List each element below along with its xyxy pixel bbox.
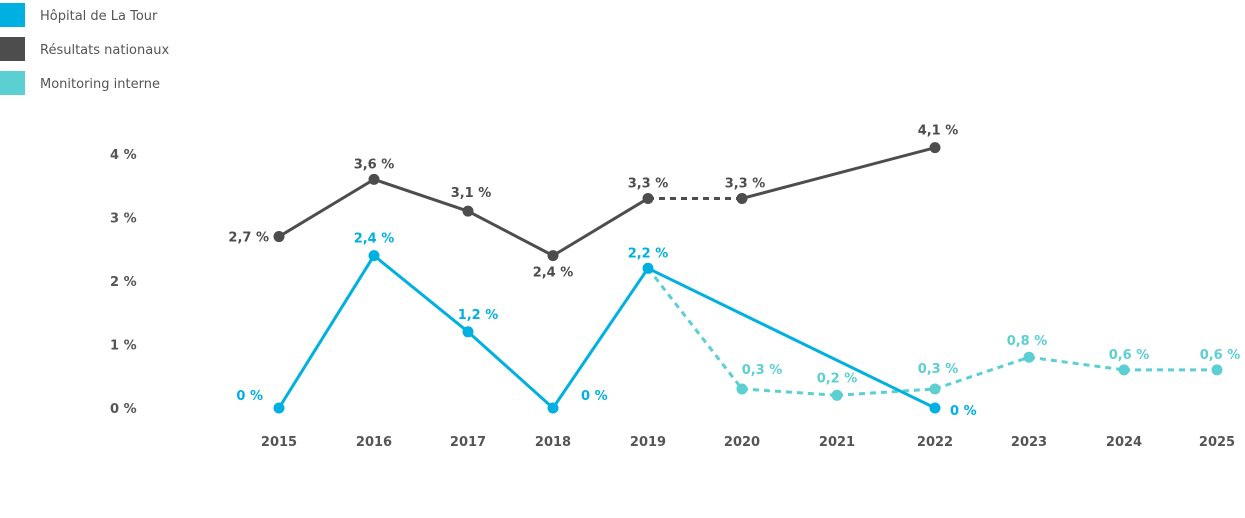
data-label-series-2: 0,6 % bbox=[1200, 348, 1241, 363]
series-0-point bbox=[462, 326, 474, 338]
data-label-series-2: 0,3 % bbox=[742, 363, 783, 378]
legend-label-1: Résultats nationaux bbox=[40, 43, 169, 58]
y-axis: 0 % 1 % 2 % 3 % 4 % bbox=[110, 148, 137, 417]
series-2-point bbox=[831, 389, 843, 401]
data-label-series-1: 2,4 % bbox=[533, 266, 574, 281]
x-tick-label: 2018 bbox=[535, 435, 571, 450]
legend-swatch-2 bbox=[0, 71, 25, 95]
series-1-segment bbox=[278, 178, 375, 238]
data-label-series-2: 0,8 % bbox=[1007, 334, 1048, 349]
data-label-series-1: 2,7 % bbox=[228, 231, 269, 246]
data-label-series-2: 0,2 % bbox=[817, 371, 858, 386]
data-labels: 0 % 2,4 % 1,2 % 0 % 2,2 % 0 % 2,7 % 3,6 % 3,1 % 2… bbox=[228, 124, 1240, 419]
series-1-segment bbox=[467, 209, 554, 257]
series-1-point bbox=[462, 205, 474, 217]
series-0-segment bbox=[647, 266, 936, 410]
series-2-segment bbox=[934, 355, 1030, 391]
data-label-series-1: 4,1 % bbox=[918, 124, 959, 139]
y-tick-label: 2 % bbox=[110, 275, 137, 290]
series-2-point bbox=[1118, 364, 1130, 376]
data-label-series-1: 3,1 % bbox=[451, 186, 492, 201]
series-1-point bbox=[547, 250, 559, 262]
legend-label-0: Hôpital de La Tour bbox=[40, 9, 158, 24]
series-2-point bbox=[929, 383, 941, 395]
x-tick-label: 2020 bbox=[724, 435, 760, 450]
x-tick-label: 2021 bbox=[819, 435, 855, 450]
series-layer bbox=[273, 142, 1223, 414]
series-0-point bbox=[642, 262, 654, 274]
data-label-series-0: 0 % bbox=[236, 389, 263, 404]
series-1-point bbox=[929, 142, 941, 154]
data-label-series-2: 0,3 % bbox=[918, 362, 959, 377]
series-1-segment bbox=[373, 177, 469, 213]
y-tick-label: 1 % bbox=[110, 339, 137, 354]
x-tick-label: 2024 bbox=[1106, 435, 1142, 450]
data-label-series-0: 2,4 % bbox=[354, 232, 395, 247]
series-2-segment bbox=[1028, 355, 1125, 372]
data-label-series-0: 0 % bbox=[581, 389, 608, 404]
x-tick-label: 2015 bbox=[261, 435, 297, 450]
series-1-point bbox=[736, 192, 748, 204]
data-label-series-0: 1,2 % bbox=[458, 308, 499, 323]
series-2-segment bbox=[836, 387, 936, 397]
x-tick-label: 2022 bbox=[917, 435, 953, 450]
x-tick-label: 2019 bbox=[630, 435, 666, 450]
series-1-point bbox=[642, 192, 654, 204]
data-label-series-0: 2,2 % bbox=[628, 246, 669, 261]
x-tick-label: 2025 bbox=[1199, 435, 1235, 450]
series-2-point bbox=[736, 383, 748, 395]
legend-swatch-0 bbox=[0, 3, 25, 27]
series-0-point bbox=[368, 250, 380, 262]
series-2-segment bbox=[646, 267, 744, 390]
data-label-series-2: 0,6 % bbox=[1109, 348, 1150, 363]
series-1-segment bbox=[552, 197, 649, 257]
data-label-series-0: 0 % bbox=[950, 404, 977, 419]
series-1-segment bbox=[741, 146, 936, 200]
x-tick-label: 2017 bbox=[450, 435, 486, 450]
y-tick-label: 4 % bbox=[110, 148, 137, 163]
series-0-segment bbox=[277, 254, 376, 409]
data-label-series-1: 3,3 % bbox=[628, 176, 669, 191]
series-2-segment bbox=[741, 387, 838, 397]
x-axis: 2015 2016 2017 2018 2019 2020 2021 2022 2023 2024… bbox=[261, 435, 1235, 450]
x-tick-label: 2016 bbox=[356, 435, 392, 450]
legend-swatch-1 bbox=[0, 37, 25, 61]
series-1-point bbox=[273, 231, 285, 243]
series-0-segment bbox=[551, 267, 650, 409]
series-0-point bbox=[929, 402, 941, 414]
series-0-segment bbox=[373, 254, 469, 333]
series-2-point bbox=[1023, 351, 1035, 363]
series-0-point bbox=[547, 402, 559, 414]
series-0-segment bbox=[466, 330, 555, 410]
y-tick-label: 0 % bbox=[110, 402, 137, 417]
legend-label-2: Monitoring interne bbox=[40, 77, 160, 92]
series-2-point bbox=[1211, 364, 1223, 376]
series-0-point bbox=[273, 402, 285, 414]
legend: Hôpital de La Tour Résultats nationaux Mon… bbox=[0, 3, 169, 95]
x-tick-label: 2023 bbox=[1011, 435, 1047, 450]
data-label-series-1: 3,6 % bbox=[354, 157, 395, 172]
y-tick-label: 3 % bbox=[110, 212, 137, 227]
data-label-series-1: 3,3 % bbox=[725, 176, 766, 191]
series-1-point bbox=[368, 173, 380, 185]
